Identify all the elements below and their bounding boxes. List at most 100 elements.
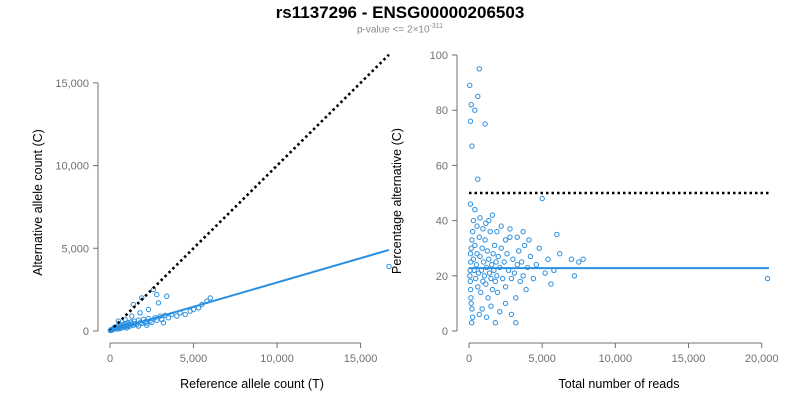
data-point (497, 308, 503, 315)
data-point (498, 223, 504, 229)
x-tick-label: 5,000 (528, 353, 556, 365)
data-point (469, 143, 475, 149)
y-tick-label: 15,000 (55, 78, 89, 90)
data-point (476, 234, 482, 240)
data-point (476, 311, 482, 318)
data-point (479, 306, 485, 312)
data-point (469, 306, 475, 312)
data-point (467, 201, 474, 207)
data-point (580, 256, 586, 262)
data-point (514, 234, 520, 240)
x-axis-label: Reference allele count (T) (180, 377, 324, 391)
subtitle-text: p-value <= 2×10 (356, 24, 430, 36)
data-point (520, 228, 526, 235)
data-point (517, 278, 523, 285)
data-point (491, 242, 498, 249)
chart-subtitle: p-value <= 2×10-311 (0, 23, 800, 35)
data-point (764, 275, 771, 282)
data-point (468, 101, 474, 108)
subtitle-exponent: -311 (429, 23, 444, 30)
data-point (149, 319, 155, 326)
data-point (502, 300, 509, 307)
y-axis-label: Percentage alternative (C) (390, 128, 404, 274)
data-point (467, 251, 474, 257)
data-point (145, 306, 152, 313)
data-point (518, 259, 525, 265)
data-point (530, 275, 537, 282)
data-point (486, 270, 493, 276)
data-point (484, 248, 490, 254)
data-point (489, 286, 496, 293)
data-point (469, 228, 476, 235)
data-point (182, 311, 188, 318)
x-tick-label: 10,000 (599, 353, 633, 365)
data-point (476, 66, 482, 72)
data-point (482, 237, 488, 243)
data-point (504, 251, 510, 257)
data-point (477, 253, 483, 260)
data-point (480, 226, 486, 232)
x-tick-label: 20,000 (745, 353, 779, 365)
data-point (527, 253, 534, 260)
data-point (474, 223, 480, 229)
data-point (480, 278, 486, 285)
data-point (498, 245, 504, 251)
data-point (576, 259, 582, 265)
data-point (486, 217, 492, 224)
data-point (477, 215, 483, 221)
data-point (467, 286, 474, 293)
data-point (469, 237, 475, 243)
y-tick-label: 60 (436, 160, 448, 172)
data-point (207, 295, 213, 301)
data-point (545, 256, 551, 262)
data-point (526, 237, 532, 243)
data-point (571, 273, 578, 279)
data-point (174, 313, 180, 319)
y-tick-label: 10,000 (55, 161, 89, 173)
data-point (475, 270, 482, 276)
data-point (539, 195, 545, 202)
data-point (164, 293, 170, 299)
data-point (548, 281, 554, 287)
data-point (513, 320, 519, 326)
data-point (494, 228, 500, 235)
data-point (474, 251, 480, 257)
data-point (554, 231, 560, 238)
data-point (475, 176, 481, 182)
data-point (160, 320, 167, 326)
data-point (470, 217, 477, 224)
data-point (523, 286, 529, 293)
y-tick-label: 80 (436, 105, 448, 117)
data-point (154, 291, 160, 298)
x-tick-label: 0 (466, 353, 472, 365)
data-point (467, 273, 473, 279)
data-point (486, 256, 492, 262)
data-point (478, 289, 484, 296)
data-point (467, 278, 474, 285)
data-point (482, 121, 488, 127)
data-point (483, 281, 489, 287)
data-point (488, 275, 494, 282)
data-point (137, 310, 143, 316)
data-point (472, 242, 478, 249)
data-point (155, 300, 162, 306)
x-tick-label: 0 (107, 353, 113, 365)
data-point (475, 284, 481, 290)
data-point (514, 262, 520, 268)
data-point (468, 245, 474, 251)
data-point (470, 256, 477, 262)
data-point (511, 270, 518, 276)
data-point (507, 234, 513, 240)
data-point (485, 295, 491, 301)
chart-title: rs1137296 - ENSG00000206503 (275, 3, 525, 22)
data-point (386, 263, 392, 270)
data-point (542, 270, 548, 276)
data-point (468, 300, 474, 307)
data-point (494, 273, 500, 279)
data-point (468, 259, 474, 265)
y-axis-label: Alternative allele count (C) (31, 129, 45, 276)
data-point (467, 82, 473, 89)
data-point (494, 289, 501, 296)
